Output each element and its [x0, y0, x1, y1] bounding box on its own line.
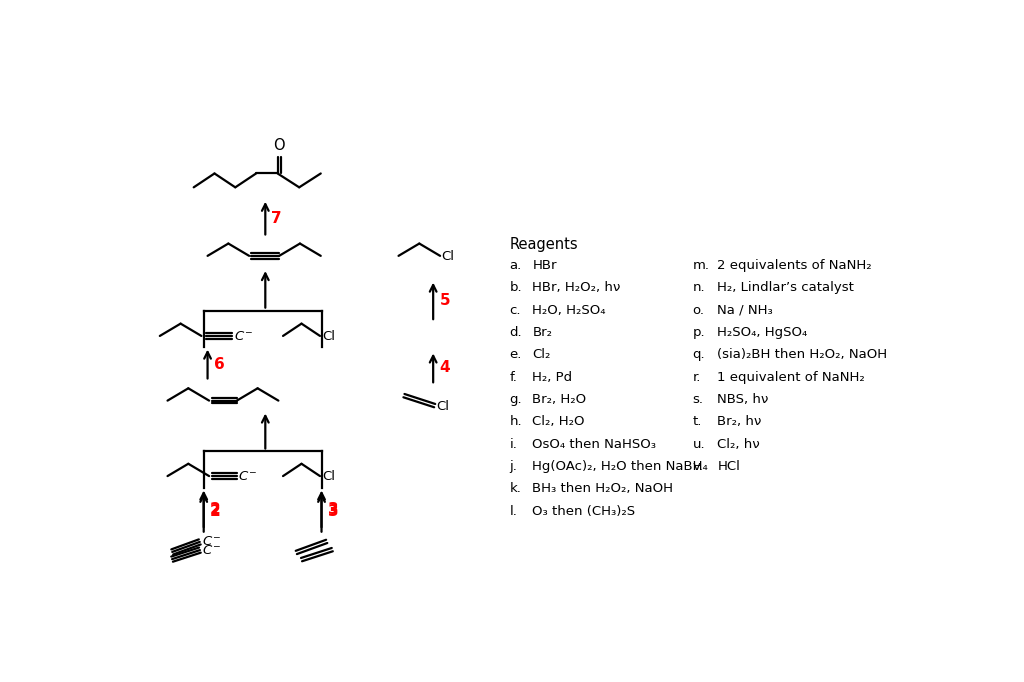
Text: s.: s.	[692, 393, 703, 406]
Text: b.: b.	[509, 281, 522, 294]
Text: u.: u.	[692, 438, 706, 451]
Text: e.: e.	[509, 349, 522, 361]
Text: NBS, hν: NBS, hν	[717, 393, 769, 406]
Text: $C^{-}$: $C^{-}$	[233, 330, 253, 343]
Text: c.: c.	[509, 303, 521, 316]
Text: t.: t.	[692, 415, 702, 428]
Text: 2: 2	[210, 503, 220, 518]
Text: H₂, Pd: H₂, Pd	[532, 370, 572, 383]
Text: Cl₂, hν: Cl₂, hν	[717, 438, 760, 451]
Text: i.: i.	[509, 438, 517, 451]
Text: 4: 4	[439, 360, 450, 375]
Text: f.: f.	[509, 370, 517, 383]
Text: o.: o.	[692, 303, 705, 316]
Text: 2 equivalents of NaNH₂: 2 equivalents of NaNH₂	[717, 259, 871, 272]
Text: n.: n.	[692, 281, 706, 294]
Text: l.: l.	[509, 505, 517, 518]
Text: a.: a.	[509, 259, 521, 272]
Text: H₂O, H₂SO₄: H₂O, H₂SO₄	[532, 303, 606, 316]
Text: d.: d.	[509, 326, 522, 339]
Text: BH₃ then H₂O₂, NaOH: BH₃ then H₂O₂, NaOH	[532, 482, 674, 495]
Text: Cl₂: Cl₂	[532, 349, 551, 361]
Text: HBr: HBr	[532, 259, 557, 272]
Text: Cl: Cl	[436, 400, 450, 413]
Text: Reagents: Reagents	[509, 237, 578, 252]
Text: HCl: HCl	[717, 460, 740, 473]
Text: 3: 3	[328, 503, 338, 518]
Text: j.: j.	[509, 460, 517, 473]
Text: q.: q.	[692, 349, 706, 361]
Text: O₃ then (CH₃)₂S: O₃ then (CH₃)₂S	[532, 505, 636, 518]
Text: Cl₂, H₂O: Cl₂, H₂O	[532, 415, 585, 428]
Text: p.: p.	[692, 326, 706, 339]
Text: (sia)₂BH then H₂O₂, NaOH: (sia)₂BH then H₂O₂, NaOH	[717, 349, 888, 361]
Text: $C^{-}$: $C^{-}$	[202, 544, 221, 557]
Text: $C^{-}$: $C^{-}$	[239, 471, 257, 484]
Text: k.: k.	[509, 482, 521, 495]
Text: r.: r.	[692, 370, 701, 383]
Text: Br₂: Br₂	[532, 326, 553, 339]
Text: 5: 5	[439, 293, 450, 308]
Text: OsO₄ then NaHSO₃: OsO₄ then NaHSO₃	[532, 438, 656, 451]
Text: Cl: Cl	[323, 471, 335, 484]
Text: h.: h.	[509, 415, 522, 428]
Text: Na / NH₃: Na / NH₃	[717, 303, 773, 316]
Text: Br₂, H₂O: Br₂, H₂O	[532, 393, 587, 406]
Text: Cl: Cl	[441, 250, 455, 263]
Text: O: O	[273, 138, 285, 153]
Text: m.: m.	[692, 259, 710, 272]
Text: Cl: Cl	[323, 330, 335, 343]
Text: 2: 2	[210, 503, 220, 518]
Text: $C^{-}$: $C^{-}$	[202, 535, 221, 548]
Text: 1 equivalent of NaNH₂: 1 equivalent of NaNH₂	[717, 370, 865, 383]
Text: HBr, H₂O₂, hν: HBr, H₂O₂, hν	[532, 281, 621, 294]
Text: H₂, Lindlar’s catalyst: H₂, Lindlar’s catalyst	[717, 281, 854, 294]
Text: v.: v.	[692, 460, 703, 473]
Text: Br₂, hν: Br₂, hν	[717, 415, 762, 428]
Text: 6: 6	[214, 357, 224, 372]
Text: 7: 7	[271, 211, 282, 226]
Text: H₂SO₄, HgSO₄: H₂SO₄, HgSO₄	[717, 326, 808, 339]
Text: 3: 3	[328, 503, 338, 518]
Text: g.: g.	[509, 393, 522, 406]
Text: Hg(OAc)₂, H₂O then NaBH₄: Hg(OAc)₂, H₂O then NaBH₄	[532, 460, 709, 473]
